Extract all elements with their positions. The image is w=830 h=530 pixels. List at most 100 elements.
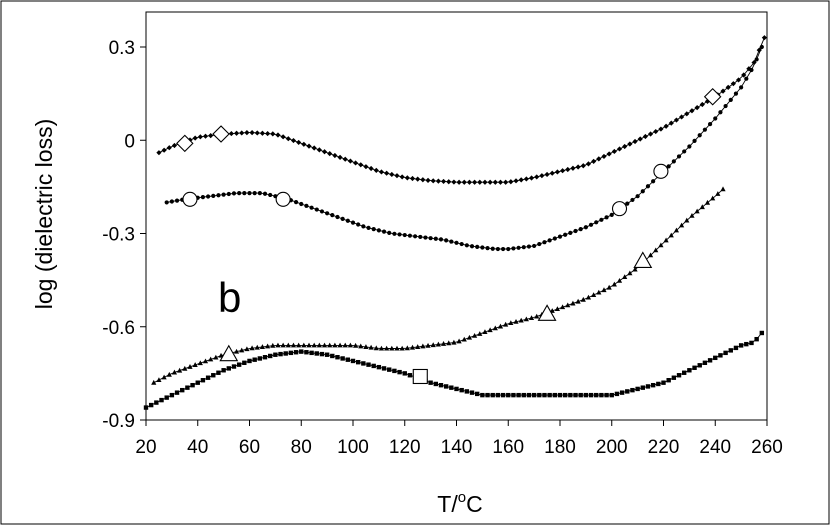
data-point — [671, 375, 677, 380]
data-point — [684, 217, 690, 223]
data-point — [296, 139, 302, 146]
data-point — [744, 76, 749, 81]
data-point — [242, 190, 247, 196]
data-point — [451, 179, 457, 185]
data-point — [213, 354, 219, 360]
data-point — [616, 146, 623, 152]
x-axis-label: T/oC — [437, 489, 482, 517]
data-point — [430, 342, 436, 348]
data-point — [182, 365, 188, 371]
data-point — [707, 121, 713, 127]
data-point — [497, 323, 504, 329]
data-point — [637, 136, 643, 142]
data-point — [692, 138, 697, 143]
data-point — [585, 294, 592, 300]
data-point — [542, 240, 547, 245]
data-point — [594, 392, 599, 398]
data-point — [630, 387, 635, 393]
data-point — [402, 371, 407, 376]
data-point — [490, 392, 495, 398]
data-point — [718, 353, 723, 358]
data-point — [399, 345, 405, 351]
data-point — [549, 170, 555, 176]
data-point — [164, 395, 169, 400]
data-point — [580, 163, 586, 169]
data-point — [345, 357, 351, 362]
data-point — [687, 368, 692, 373]
series-layer — [143, 35, 768, 410]
series-circle — [164, 44, 764, 252]
data-point — [454, 240, 459, 245]
x-tick-label: 100 — [337, 437, 369, 458]
data-point — [368, 344, 374, 350]
data-point — [647, 131, 654, 137]
data-point — [316, 342, 322, 348]
data-point — [679, 114, 685, 120]
data-point — [492, 179, 498, 185]
data-point — [614, 391, 620, 397]
data-point — [720, 88, 726, 94]
data-point — [565, 166, 571, 173]
data-point — [738, 343, 744, 348]
data-point — [630, 197, 635, 203]
data-point — [381, 366, 387, 371]
data-point — [707, 358, 713, 363]
data-point — [534, 174, 540, 180]
data-point — [366, 225, 371, 231]
data-point — [314, 351, 319, 356]
data-point — [580, 296, 586, 302]
data-point — [456, 338, 462, 344]
open-marker — [633, 251, 653, 269]
data-point — [554, 169, 561, 175]
y-axis-label: log (dielectric loss) — [31, 119, 57, 309]
data-point — [397, 369, 402, 375]
data-point — [363, 344, 369, 349]
data-point — [500, 246, 506, 252]
x-axis-label-unit: C — [466, 491, 483, 517]
data-point — [361, 361, 366, 366]
data-point — [304, 350, 309, 355]
data-point — [704, 199, 711, 205]
data-point — [288, 350, 294, 356]
data-point — [252, 190, 257, 196]
data-point — [761, 35, 768, 41]
data-point — [741, 72, 747, 78]
data-point — [231, 191, 237, 196]
data-point — [756, 47, 762, 53]
y-tick-label: -0.9 — [102, 411, 135, 432]
data-point — [547, 392, 552, 398]
data-point — [226, 191, 231, 197]
x-tick-label: 240 — [699, 437, 731, 458]
data-point — [480, 245, 485, 250]
data-point — [392, 368, 397, 374]
data-point — [694, 105, 700, 111]
data-point — [466, 334, 473, 340]
data-point — [557, 392, 563, 398]
data-point — [306, 342, 312, 348]
data-point — [609, 392, 614, 398]
data-point — [376, 364, 382, 370]
data-point — [583, 392, 589, 398]
data-point — [666, 164, 671, 169]
data-point — [154, 400, 159, 405]
data-point — [469, 244, 475, 249]
data-point — [384, 170, 390, 176]
data-point — [159, 397, 164, 403]
data-point — [293, 200, 299, 205]
data-point — [565, 302, 571, 308]
data-point — [148, 402, 154, 408]
data-point — [464, 243, 469, 248]
data-point — [345, 218, 350, 223]
open-marker — [653, 163, 669, 179]
data-point — [627, 270, 633, 276]
data-point — [692, 365, 697, 370]
data-point — [435, 341, 441, 347]
data-point — [433, 236, 438, 241]
data-point — [195, 380, 200, 385]
data-point — [185, 385, 190, 390]
data-point — [689, 108, 695, 114]
data-point — [440, 341, 447, 346]
data-point — [575, 298, 581, 304]
data-point — [475, 244, 480, 249]
